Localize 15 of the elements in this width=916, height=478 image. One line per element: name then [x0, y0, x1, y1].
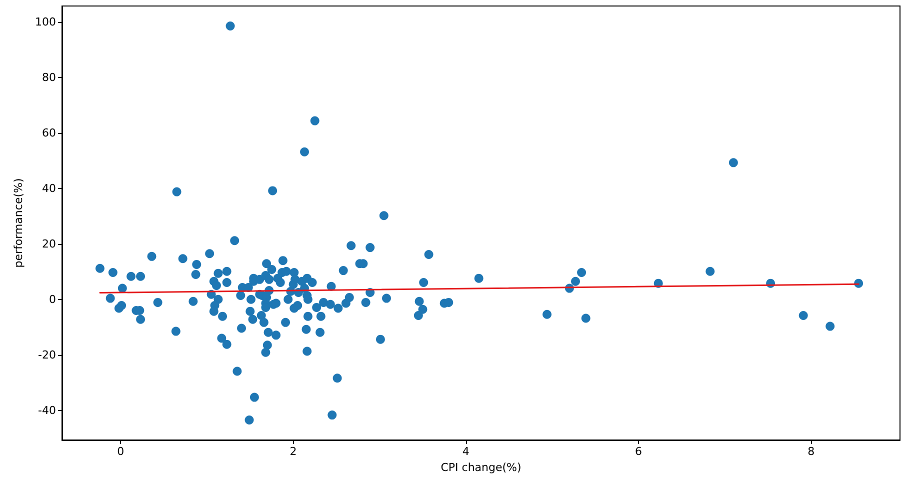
- x-tick-label: 0: [117, 445, 124, 458]
- y-tick-label: 60: [42, 126, 56, 140]
- x-tick-label: 8: [808, 445, 815, 458]
- y-tick-label: 40: [42, 182, 56, 195]
- y-tick-label: 80: [42, 71, 56, 84]
- y-axis-title: performance(%): [12, 178, 25, 268]
- y-tick-label: 0: [49, 292, 56, 306]
- y-tick-label: -40: [38, 404, 56, 417]
- y-tick-label: 20: [42, 237, 56, 250]
- y-tick-label: -20: [38, 348, 56, 362]
- x-tick-label: 6: [635, 445, 642, 458]
- x-tick-label: 4: [462, 445, 470, 458]
- x-tick-label: 2: [290, 445, 297, 458]
- y-tick-label: 100: [35, 16, 56, 29]
- x-axis-title: CPI change(%): [440, 461, 522, 474]
